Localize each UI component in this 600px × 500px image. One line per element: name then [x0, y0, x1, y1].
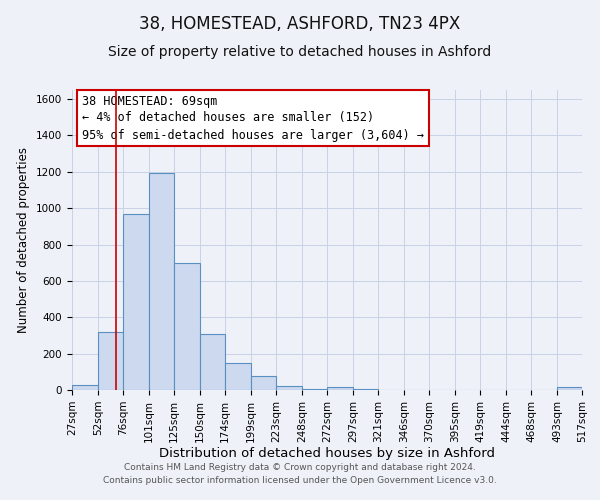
- Bar: [327, 388, 353, 390]
- Bar: [72, 386, 98, 390]
- Bar: [276, 386, 302, 390]
- Text: Contains HM Land Registry data © Crown copyright and database right 2024.: Contains HM Land Registry data © Crown c…: [124, 464, 476, 472]
- Bar: [251, 376, 276, 390]
- Text: Size of property relative to detached houses in Ashford: Size of property relative to detached ho…: [109, 45, 491, 59]
- Bar: [353, 389, 378, 390]
- Y-axis label: Number of detached properties: Number of detached properties: [17, 147, 31, 333]
- Bar: [149, 172, 174, 390]
- Bar: [98, 332, 123, 390]
- Text: 38 HOMESTEAD: 69sqm
← 4% of detached houses are smaller (152)
95% of semi-detach: 38 HOMESTEAD: 69sqm ← 4% of detached hou…: [82, 94, 424, 142]
- Bar: [200, 334, 225, 390]
- Bar: [123, 214, 149, 390]
- Text: Contains public sector information licensed under the Open Government Licence v3: Contains public sector information licen…: [103, 476, 497, 485]
- Bar: [174, 262, 200, 390]
- Text: 38, HOMESTEAD, ASHFORD, TN23 4PX: 38, HOMESTEAD, ASHFORD, TN23 4PX: [139, 15, 461, 33]
- Bar: [557, 388, 582, 390]
- Bar: [302, 389, 327, 390]
- Bar: [225, 362, 251, 390]
- X-axis label: Distribution of detached houses by size in Ashford: Distribution of detached houses by size …: [159, 448, 495, 460]
